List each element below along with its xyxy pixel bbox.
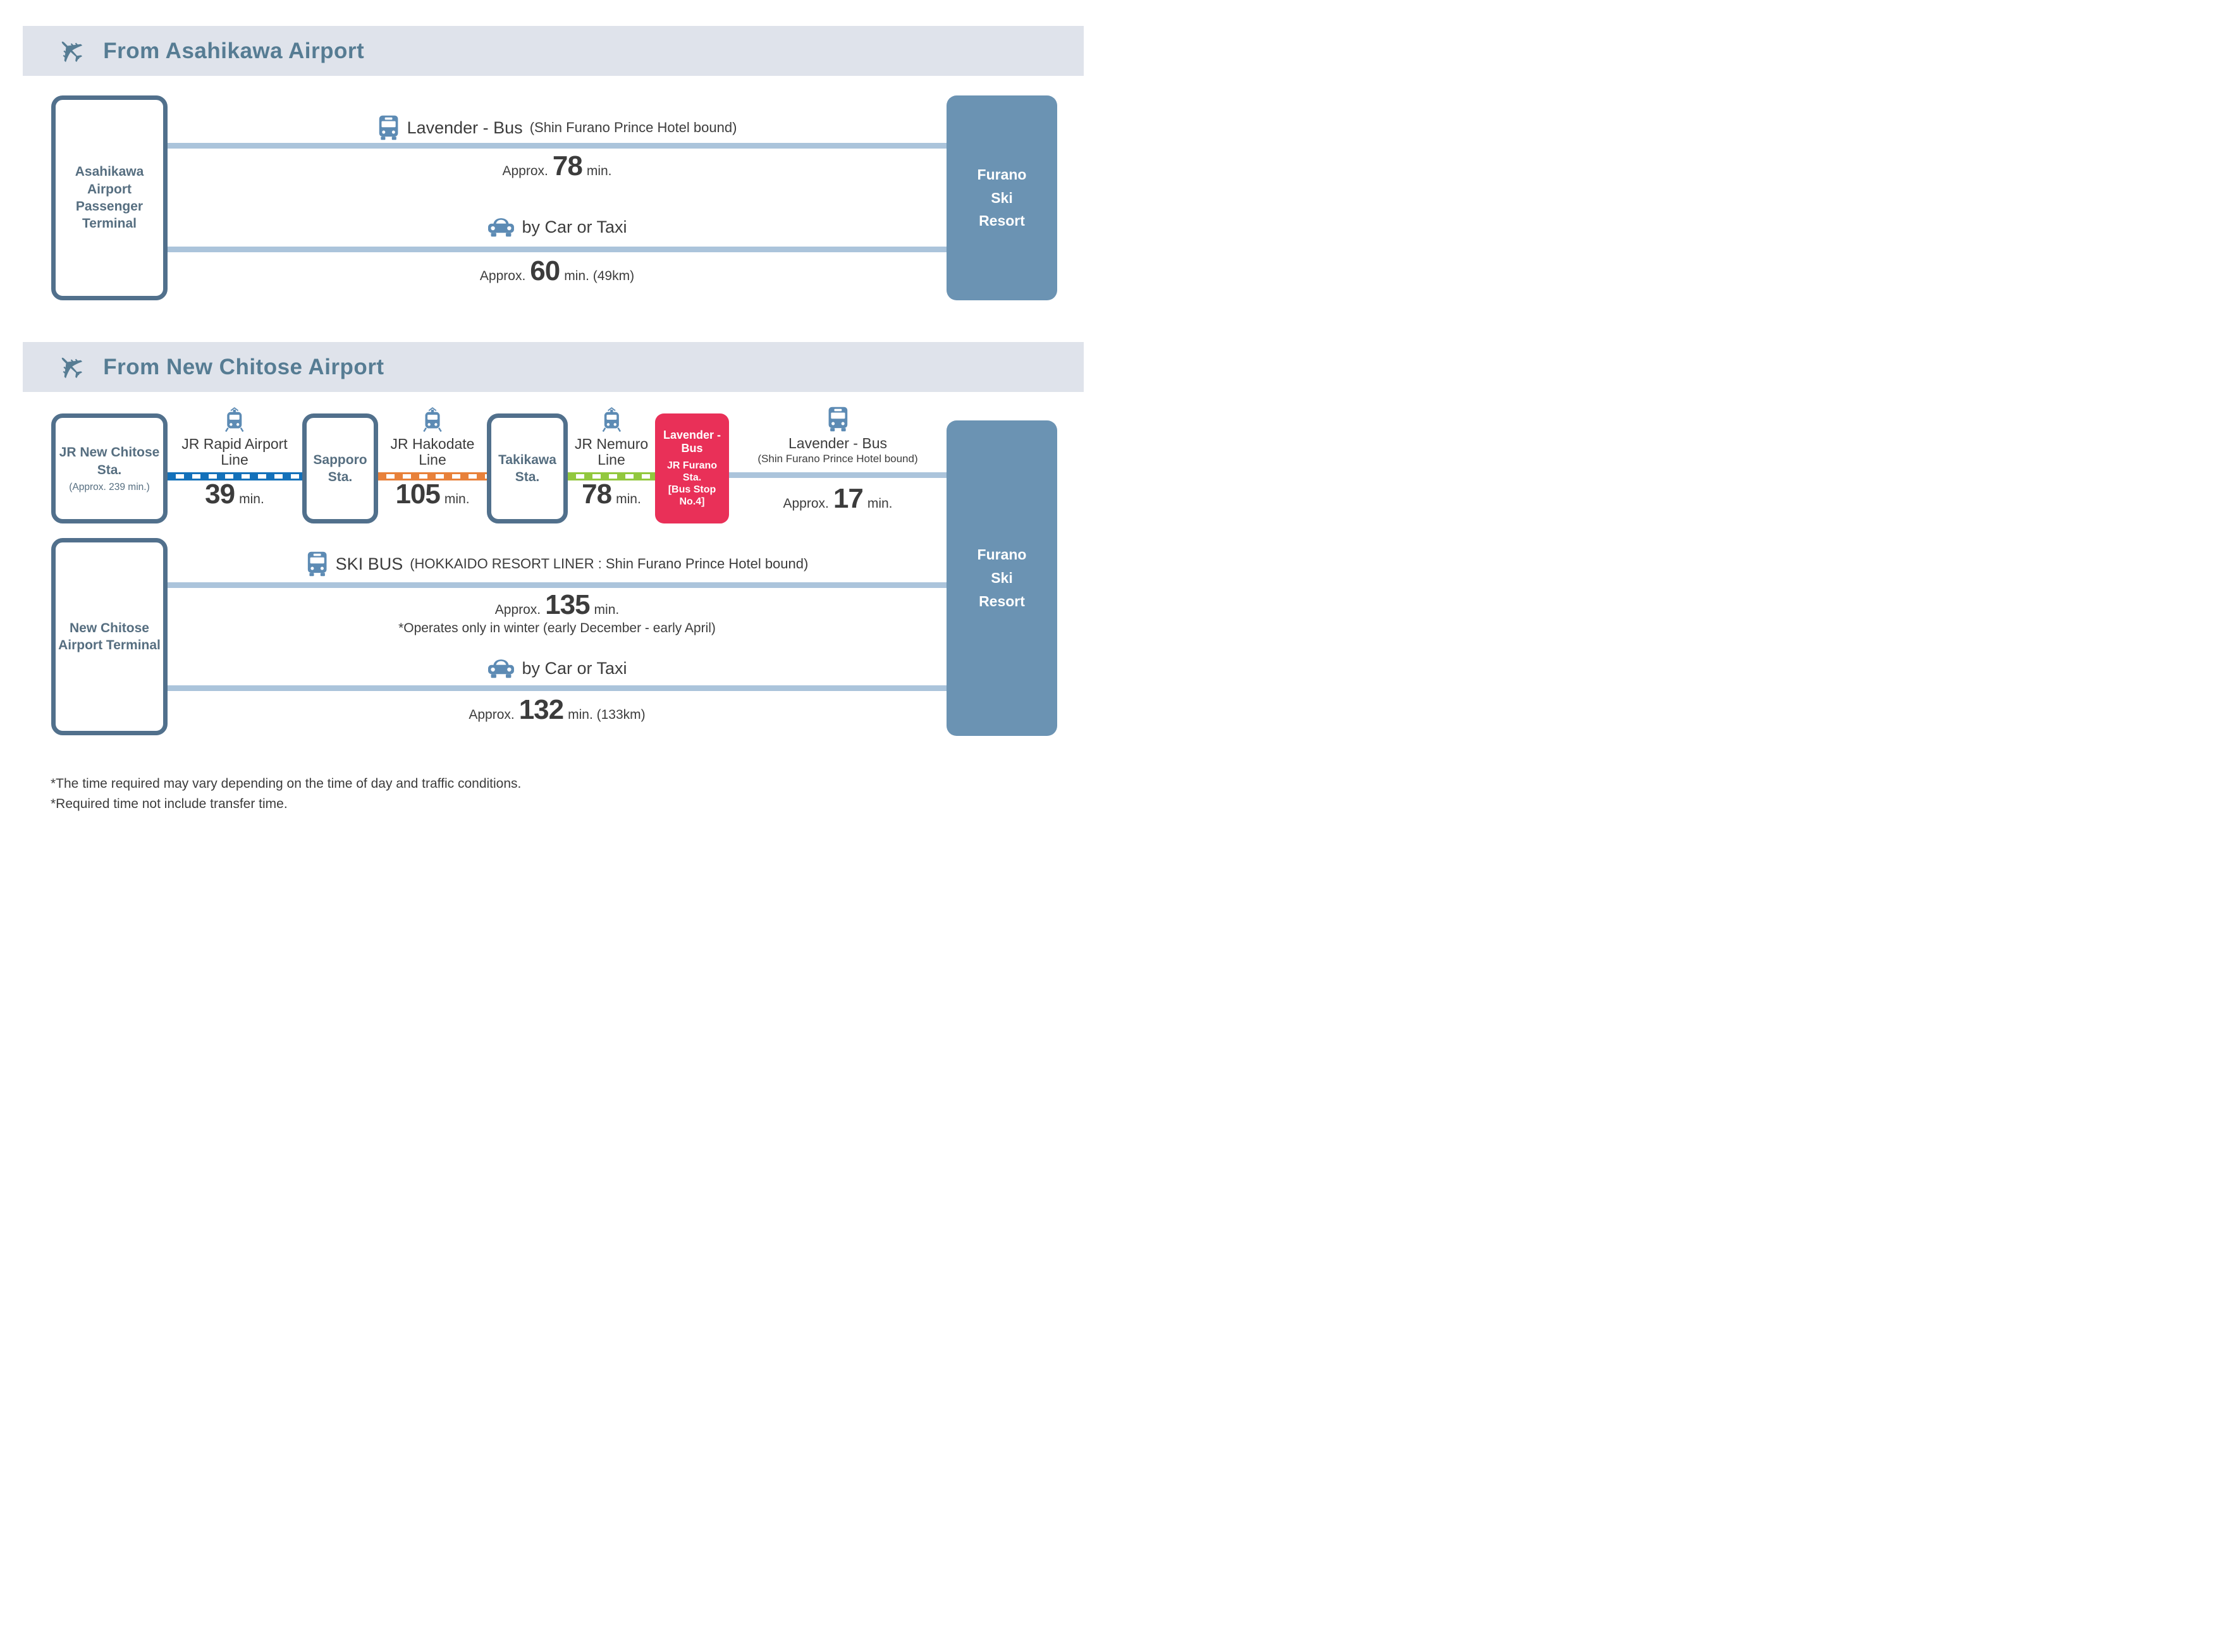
section2-title: From New Chitose Airport [103, 354, 384, 379]
takikawa-station-box: Takikawa Sta. [487, 413, 568, 523]
station-name: JR New Chitose Sta. [59, 445, 160, 477]
duration-minutes: 132 [518, 694, 564, 725]
airplane-icon: ✈ [46, 27, 94, 75]
bus-stop-subtitle: JR Furano Sta. [Bus Stop No.4] [666, 460, 718, 508]
rail-line-jr-nemuro [568, 472, 655, 480]
route-label-text: SKI BUS [335, 554, 403, 573]
rail-duration-3: 78 min. [582, 479, 641, 510]
route-label-text: by Car or Taxi [522, 217, 627, 236]
approx-text: Approx. [783, 496, 829, 511]
route-line-car-2 [168, 685, 947, 691]
rail-line-name: JR Hakodate Line [390, 436, 475, 468]
bus-icon [379, 115, 398, 140]
approx-text: Approx. [494, 603, 541, 617]
lavender-bus-stop-node: Lavender - Bus JR Furano Sta. [Bus Stop … [655, 413, 729, 523]
airplane-icon: ✈ [46, 343, 94, 391]
sapporo-station-box: Sapporo Sta. [302, 413, 378, 523]
new-chitose-terminal-box: New Chitose Airport Terminal [51, 538, 168, 735]
car-duration-1: Approx. 60 min. (49km) [480, 255, 634, 287]
airport-access-diagram: ✈ From Asahikawa Airport Asahikawa Airpo… [0, 0, 1106, 826]
rail-line-name: JR Rapid Airport Line [181, 436, 288, 468]
section1-title: From Asahikawa Airport [103, 38, 365, 63]
furano-ski-resort-box-2: Furano Ski Resort [947, 420, 1057, 736]
bus-duration-final: Approx. 17 min. [783, 483, 892, 515]
segment-jr-rapid-airport-line: JR Rapid Airport Line [181, 407, 288, 468]
duration-minutes: 78 [552, 150, 583, 181]
lavender-bus-route-label: Lavender - Bus (Shin Furano Prince Hotel… [377, 115, 737, 140]
rail-duration-1: 39 min. [205, 479, 264, 510]
car-route-label-1: by Car or Taxi [487, 216, 627, 238]
segment-jr-hakodate-line: JR Hakodate Line [390, 407, 475, 468]
route-label-text: by Car or Taxi [522, 659, 627, 678]
duration-minutes: 60 [530, 255, 560, 286]
duration-unit: min. [867, 496, 893, 511]
train-icon [225, 407, 244, 432]
bus-icon [828, 407, 847, 432]
station-name: Sapporo Sta. [313, 452, 367, 484]
route-line-lavender-bus [168, 143, 947, 149]
route-line-ski-bus [168, 582, 947, 588]
duration-minutes: 135 [545, 589, 590, 620]
duration-minutes: 17 [833, 483, 864, 514]
station-name: Takikawa Sta. [498, 452, 556, 484]
duration-unit: min. [586, 164, 612, 178]
approx-text: Approx. [479, 269, 526, 283]
route-label-note: (HOKKAIDO RESORT LINER : Shin Furano Pri… [410, 556, 809, 572]
car-duration-2: Approx. 132 min. (133km) [469, 694, 645, 726]
route-line-car-1 [168, 247, 947, 252]
rail-line-jr-rapid-airport [168, 472, 302, 480]
duration-minutes: 39 [205, 479, 235, 510]
route-line-lavender-bus-final [729, 472, 947, 478]
route-label-text: Lavender - Bus [407, 118, 523, 137]
route-label-text: Lavender - Bus [788, 435, 887, 451]
duration-unit: min. [239, 492, 264, 506]
footnotes: *The time required may vary depending on… [51, 776, 522, 811]
section1-header: ✈ From Asahikawa Airport [23, 26, 1084, 76]
route-label-note: (Shin Furano Prince Hotel bound) [529, 119, 737, 135]
rail-line-jr-hakodate [378, 472, 487, 480]
duration-minutes: 78 [582, 479, 612, 510]
asahikawa-terminal-box: Asahikawa Airport Passenger Terminal [51, 95, 168, 300]
duration-unit: min. (133km) [568, 707, 646, 722]
train-icon [423, 407, 442, 432]
duration-unit: min. [444, 492, 470, 506]
bus-duration: Approx. 78 min. [502, 150, 611, 182]
train-icon [602, 407, 621, 432]
ski-bus-route-label: SKI BUS (HOKKAIDO RESORT LINER : Shin Fu… [306, 551, 809, 577]
bus-stop-title: Lavender - Bus [663, 429, 721, 455]
terminal-label: New Chitose Airport Terminal [58, 620, 161, 652]
car-route-label-2: by Car or Taxi [487, 658, 627, 680]
duration-unit: min. [594, 603, 620, 617]
segment-lavender-bus: Lavender - Bus (Shin Furano Prince Hotel… [757, 407, 918, 465]
station-note: (Approx. 239 min.) [69, 481, 150, 493]
duration-unit: min. (49km) [564, 269, 635, 283]
route-label-note: (Shin Furano Prince Hotel bound) [757, 452, 918, 465]
car-icon [487, 218, 514, 237]
approx-text: Approx. [469, 707, 515, 722]
car-icon [487, 659, 514, 678]
winter-operation-note: *Operates only in winter (early December… [398, 621, 716, 635]
rail-line-name: JR Nemuro Line [574, 436, 649, 468]
jr-new-chitose-station-box: JR New Chitose Sta. (Approx. 239 min.) [51, 413, 168, 523]
approx-text: Approx. [502, 164, 548, 178]
asahikawa-terminal-label: Asahikawa Airport Passenger Terminal [75, 164, 144, 231]
ski-bus-duration: Approx. 135 min. [495, 589, 619, 621]
duration-minutes: 105 [395, 479, 440, 510]
bus-icon [307, 551, 327, 577]
segment-jr-nemuro-line: JR Nemuro Line [575, 407, 648, 468]
section2-header: ✈ From New Chitose Airport [23, 342, 1084, 392]
duration-unit: min. [616, 492, 641, 506]
furano-ski-resort-box-1: Furano Ski Resort [947, 95, 1057, 300]
rail-duration-2: 105 min. [395, 479, 469, 510]
